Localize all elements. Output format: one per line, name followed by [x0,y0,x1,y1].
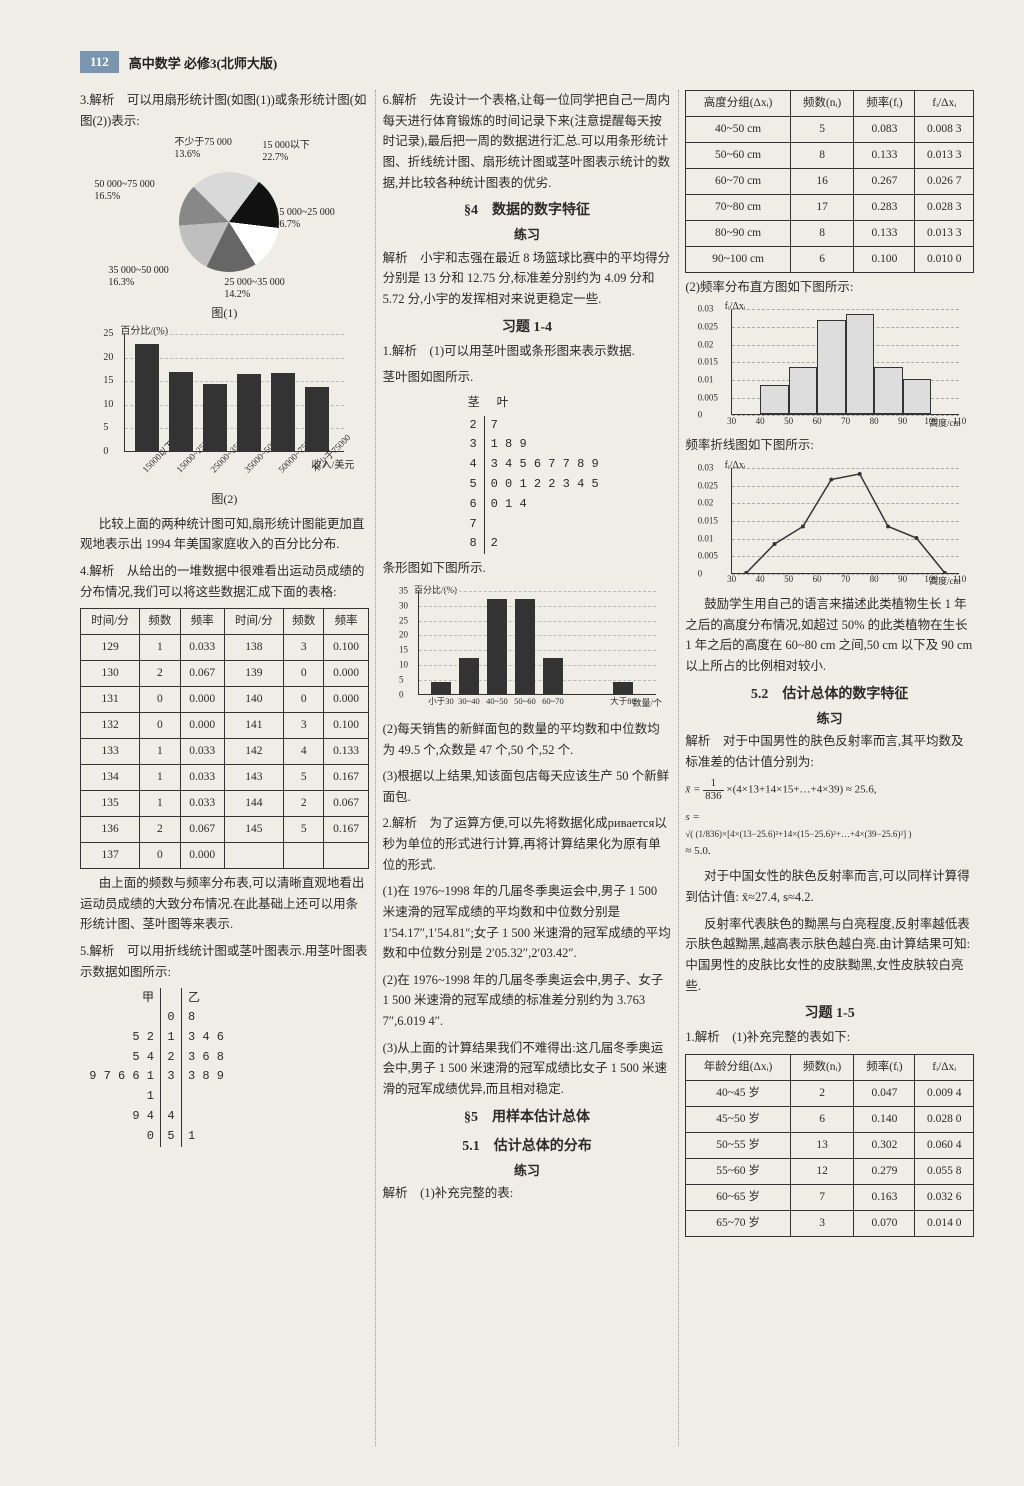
table-row: 65~70 岁30.0700.014 0 [686,1210,974,1236]
content: 3.解析 可以用扇形统计图(如图(1))或条形统计图(如图(2))表示: 不少于… [80,90,974,1446]
s52-title: 5.2 估计总体的数字特征 [685,683,974,706]
table-row: 70~80 cm170.2830.028 3 [686,194,974,220]
q1b: 茎叶图如图所示. [383,367,672,388]
s4-p: 解析 小宇和志强在最近 8 场篮球比赛中的平均得分分别是 13 分和 12.75… [383,248,672,310]
bar-chart-2: 百分比/(%) 05101520253035小于3030~4040~5050~6… [392,585,662,715]
pie-chart: 不少于75 00013.6% 15 000以下22.7% 50 000~75 000… [94,137,354,302]
table-row: 55~60 岁120.2790.055 8 [686,1158,974,1184]
ex15-title: 习题 1-5 [685,1002,974,1025]
hist-caption: (2)频率分布直方图如下图所示: [685,277,974,298]
q2d: (3)从上面的计算结果我们不难得出:这几届冬季奥运会中,男子 1 500 米速滑… [383,1038,672,1100]
table-row: 13310.03314240.133 [81,739,369,765]
table-row: 60~70 cm160.2670.026 7 [686,168,974,194]
pie-label: 15 000以下22.7% [262,140,310,163]
pie-label: 50 000~75 00016.5% [94,179,154,202]
s51-title: 5.1 估计总体的分布 [383,1135,672,1158]
q4-intro: 4.解析 从给出的一堆数据中很难看出运动员成绩的分布情况,我们可以将这些数据汇成… [80,561,369,602]
pie-label: 35 000~50 00016.3% [108,265,168,288]
paraB3: 反射率代表肤色的黝黑与白亮程度,反射率越低表示肤色越黝黑,越高表示肤色越白亮.由… [685,914,974,997]
table-row: 45~50 岁60.1400.028 0 [686,1106,974,1132]
stemleaf-q5: 甲乙085 213 4 65 423 6 89 7 6 6 1 133 8 99… [80,988,369,1146]
table-q4: 时间/分频数频率时间/分频数频率12910.03313830.10013020.… [80,608,369,869]
q4-para: 由上面的频数与频率分布表,可以清晰直观地看出运动员成绩的大致分布情况.在此基础上… [80,873,369,935]
table-row: 90~100 cm60.1000.010 0 [686,246,974,272]
bar [135,344,159,451]
pie-label: 不少于75 00013.6% [174,137,232,160]
page-title: 高中数学 必修3(北师大版) [129,53,277,72]
histogram: fᵢ/Δxᵢ 00.0050.010.0150.020.0250.0330405… [695,303,965,433]
s52-sub: 练习 [685,708,974,729]
ex14-title: 习题 1-4 [383,316,672,339]
table-row: 13200.00014130.100 [81,713,369,739]
table-row: 13410.03314350.167 [81,765,369,791]
q1c: (2)每天销售的新鲜面包的数量的平均数和中位数均为 49.5 个,众数是 47 … [383,719,672,760]
table-row: 13700.000 [81,843,369,869]
bar [203,384,227,451]
s51-sub: 练习 [383,1160,672,1181]
pie-label: 15 000~25 00016.7% [274,207,334,230]
bar [237,374,261,451]
paraB1: 解析 对于中国男性的肤色反射率而言,其平均数及标准差的估计值分别为: [685,731,974,772]
bar [169,372,193,451]
table-row: 50~55 岁130.3020.060 4 [686,1132,974,1158]
table-row: 13510.03314420.067 [81,791,369,817]
page-header: 112 高中数学 必修3(北师大版) [80,50,974,74]
poly-caption: 频率折线图如下图所示: [685,435,974,456]
bar-chart-1: 百分比/(%) 051015202515000以下15000~250002500… [94,328,354,488]
q1d: (3)根据以上结果,知该面包店每天应该生产 50 个新鲜面包. [383,766,672,807]
bar1-xtitle: 收入/美元 [312,458,355,475]
table-row: 80~90 cm80.1330.013 3 [686,220,974,246]
bar [305,387,329,451]
stem-head: 茎 [463,394,485,414]
s4-sub: 练习 [383,224,672,245]
pie-graphic [179,172,279,272]
s51-p: 解析 (1)补充完整的表: [383,1183,672,1204]
freq-polygon: fᵢ/Δxᵢ 00.0050.010.0150.020.0250.0330405… [695,462,965,592]
table-row: 12910.03313830.100 [81,635,369,661]
table-row: 13020.06713900.000 [81,661,369,687]
table-row: 13620.06714550.167 [81,817,369,843]
q2a: 2.解析 为了运算方便,可以先将数据化成ривается以秒为单位的形式进行计算… [383,813,672,875]
table-row: 60~65 岁70.1630.032 6 [686,1184,974,1210]
c3-q1: 1.解析 (1)补充完整的表如下: [685,1027,974,1048]
bar2-xtitle: 数量/个 [632,696,662,711]
paraB2: 对于中国女性的肤色反射率而言,可以同样计算得到估计值: x̄≈27.4, s≈4… [685,866,974,907]
s4-title: §4 数据的数字特征 [383,199,672,222]
fig2-caption: 图(2) [80,490,369,510]
table-row: 13100.00014000.000 [81,687,369,713]
bar2-caption: 条形图如下图所示. [383,558,672,579]
table-row: 40~50 cm50.0830.008 3 [686,116,974,142]
stemleaf-q1: 茎叶 2731 8 943 4 5 6 7 7 8 950 0 1 2 2 3 … [383,394,672,554]
leaf-head: 叶 [485,394,509,414]
fig1-caption: 图(1) [80,304,369,324]
page-number: 112 [80,51,119,73]
q5-intro: 5.解析 可以用折线统计图或茎叶图表示.用茎叶图表示数据如图所示: [80,941,369,982]
s5-title: §5 用样本估计总体 [383,1106,672,1129]
formula1: x̄ = 1836 ×(4×13+14×15+…+4×39) ≈ 25.6, [685,778,974,802]
q3-para: 比较上面的两种统计图可知,扇形统计图能更加直观地表示出 1994 年美国家庭收入… [80,514,369,555]
pie-label: 25 000~35 00014.2% [224,277,284,300]
bar [271,373,295,451]
q2b: (1)在 1976~1998 年的几届冬季奥运会中,男子 1 500 米速滑的冠… [383,881,672,964]
paraA: 鼓励学生用自己的语言来描述此类植物生长 1 年之后的高度分布情况,如超过 50%… [685,594,974,677]
table-height: 高度分组(Δxᵢ)频数(nᵢ)频率(fᵢ)fᵢ/Δxᵢ40~50 cm50.08… [685,90,974,273]
table-age: 年龄分组(Δxᵢ)频数(nᵢ)频率(fᵢ)fᵢ/Δxᵢ40~45 岁20.047… [685,1054,974,1237]
formula2: s = √( (1/836)×[4×(13−25.6)²+14×(15−25.6… [685,808,974,860]
q6: 6.解析 先设计一个表格,让每一位同学把自己一周内每天进行体育锻炼的时间记录下来… [383,90,672,193]
table-row: 40~45 岁20.0470.009 4 [686,1080,974,1106]
q2c: (2)在 1976~1998 年的几届冬季奥运会中,男子、女子 1 500 米速… [383,970,672,1032]
table-row: 50~60 cm80.1330.013 3 [686,142,974,168]
q1a: 1.解析 (1)可以用茎叶图或条形图来表示数据. [383,341,672,362]
q3-intro: 3.解析 可以用扇形统计图(如图(1))或条形统计图(如图(2))表示: [80,90,369,131]
